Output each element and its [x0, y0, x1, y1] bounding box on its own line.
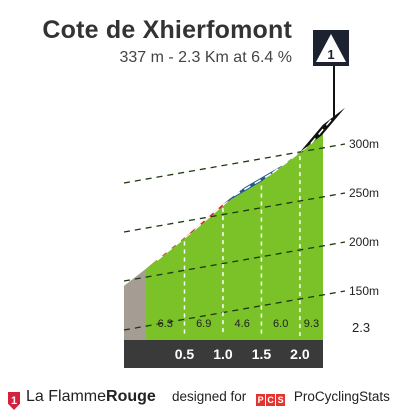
flag-icon: 1	[8, 392, 20, 410]
climb-profile-chart: 1 150m 200m 250m 300m 6.3 6.9 4.6 6.0 9.3 0.5 1.0 1…	[123, 30, 379, 368]
end-distance-label: 2.3	[352, 320, 370, 335]
gradient-label: 6.0	[273, 318, 288, 330]
laflammerouge-logo: 1 La FlammeRouge	[8, 388, 156, 410]
distance-tick-label: 2.0	[290, 346, 310, 362]
distance-tick-label: 0.5	[175, 346, 195, 362]
gradient-band	[222, 164, 284, 205]
altitude-gridline	[123, 192, 346, 233]
brand-left-bold: Rouge	[106, 388, 156, 405]
altitude-tick-label: 250m	[349, 186, 379, 200]
altitude-gridline	[123, 241, 346, 282]
altitude-gridline	[123, 290, 346, 331]
gradient-label: 6.9	[196, 318, 211, 330]
altitude-tick-label: 150m	[349, 284, 379, 298]
distance-tick-label: 1.0	[213, 346, 233, 362]
procyclingstats-text: ProCyclingStats	[293, 389, 390, 404]
band-center-line	[233, 172, 273, 197]
climb-title: Cote de Xhierfomont	[42, 16, 292, 44]
altitude-gridline	[123, 143, 346, 184]
category-triangle-icon	[316, 34, 346, 62]
band-center-line	[310, 115, 335, 145]
distance-band	[124, 340, 323, 368]
gradient-label: 6.3	[158, 318, 173, 330]
climb-subtitle: 337 m - 2.3 Km at 6.4 %	[119, 49, 292, 66]
distance-tick-label: 1.5	[252, 346, 272, 362]
altitude-tick-label: 300m	[349, 137, 379, 151]
designed-for-text: designed for	[172, 389, 247, 404]
category-number: 1	[327, 47, 334, 62]
band-center-line	[156, 228, 196, 261]
altitude-tick-label: 200m	[349, 235, 379, 249]
gradient-label: 4.6	[235, 318, 250, 330]
profile-main-face	[146, 124, 323, 341]
gradient-label: 9.3	[304, 318, 319, 330]
brand-left-plain: La Flamme	[26, 388, 107, 405]
